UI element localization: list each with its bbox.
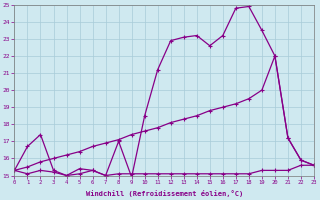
X-axis label: Windchill (Refroidissement éolien,°C): Windchill (Refroidissement éolien,°C): [85, 190, 243, 197]
